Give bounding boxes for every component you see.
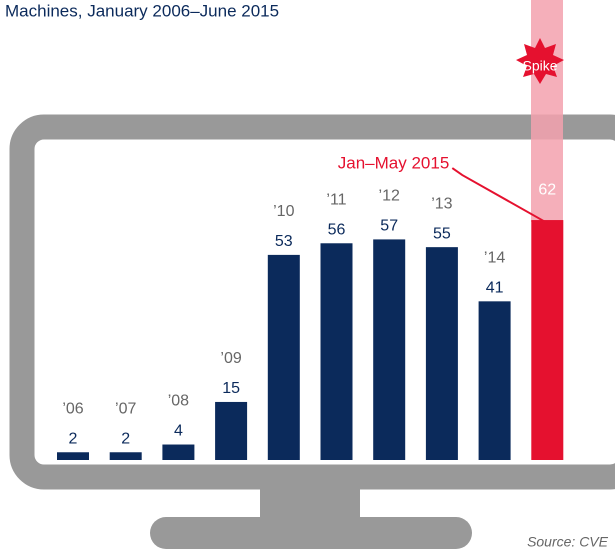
category-label: ’14 [484,250,505,267]
monitor-neck [260,489,360,521]
annotation-line [451,167,548,224]
category-label: ’11 [326,191,346,208]
value-label: 57 [380,218,398,235]
bar [215,401,248,460]
bar [320,243,353,460]
category-label: ’09 [220,350,241,367]
category-label: ’06 [62,400,83,417]
category-label: Jan–May 2015 [338,154,450,173]
value-label: 41 [486,280,504,297]
value-label: 2 [69,430,78,447]
bar [109,452,142,460]
source: Source: CVE [527,534,609,550]
bar [162,444,195,460]
spike-label: Spike [522,58,557,74]
bar [267,254,300,460]
chart-title: Machines, January 2006–June 2015 [5,1,279,20]
value-label: 56 [328,221,346,238]
bar [425,247,458,460]
category-label: ’12 [379,188,400,205]
bar [478,301,511,460]
bar [57,452,89,460]
monitor-foot [150,517,472,549]
value-label: 2 [121,430,130,447]
category-label: ’13 [431,195,452,212]
value-label: 4 [174,423,183,440]
bar [531,220,564,460]
monitor-frame [9,114,615,490]
spike-badge [516,38,564,84]
value-label: 53 [275,233,293,250]
value-label: 15 [222,380,240,397]
spike-glow [531,0,563,222]
category-label: ’07 [115,400,136,417]
value-label: 62 [538,181,556,198]
category-label: ’08 [168,393,189,410]
bar [373,239,406,460]
category-label: ’10 [273,203,294,220]
value-label: 55 [433,225,451,242]
